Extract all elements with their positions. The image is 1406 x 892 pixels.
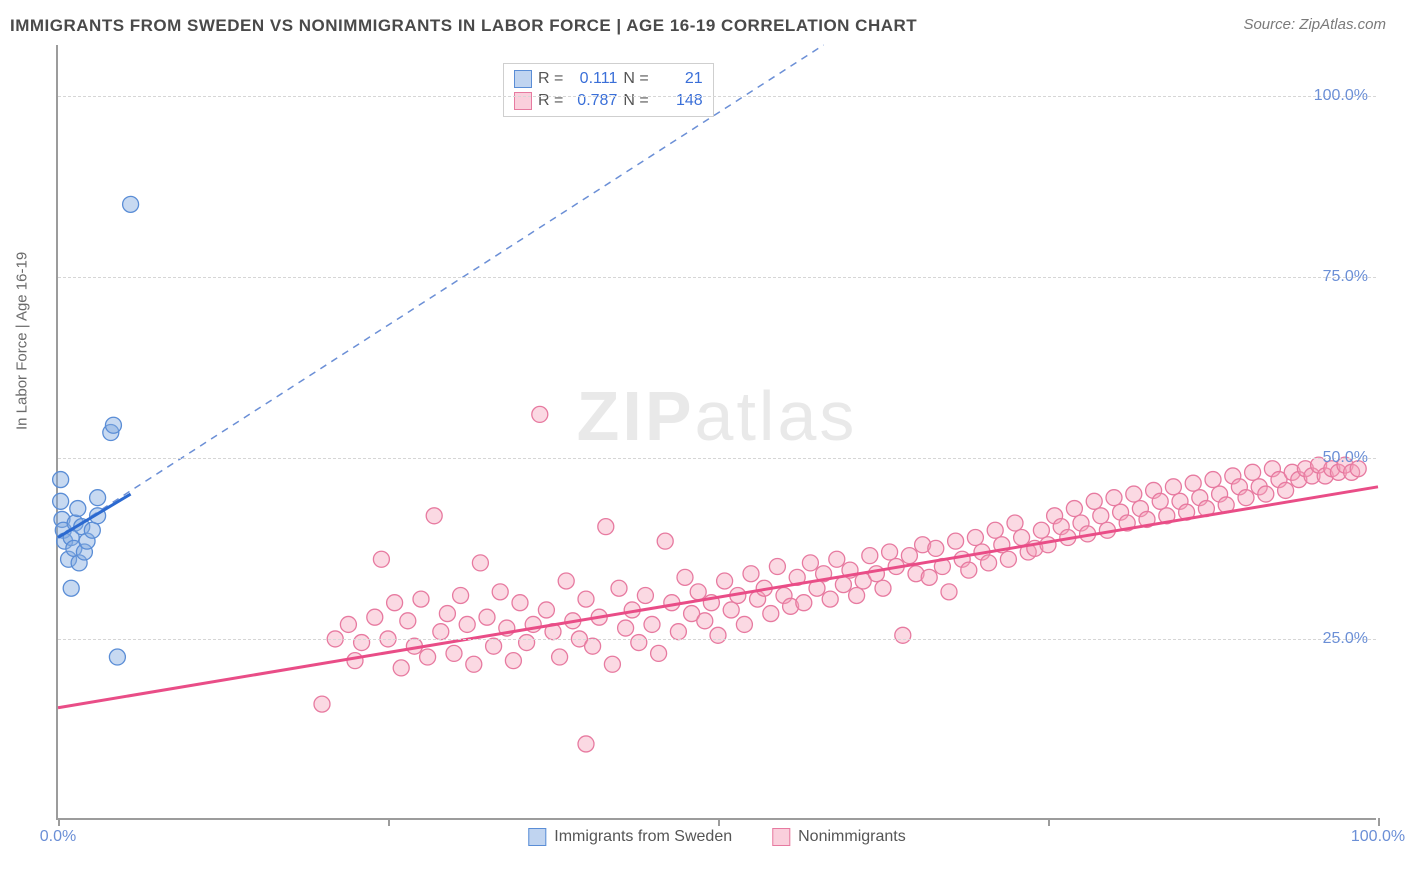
legend-item-nonimmigrants: Nonimmigrants: [772, 828, 906, 846]
chart-canvas: [58, 45, 1376, 818]
legend-row-sweden: R = 0.111 N = 21: [514, 68, 703, 90]
swatch-pink: [514, 92, 532, 110]
x-tick-label: 100.0%: [1351, 828, 1405, 846]
correlation-legend: R = 0.111 N = 21 R = 0.787 N = 148: [503, 63, 714, 117]
y-tick-label: 100.0%: [1314, 87, 1368, 105]
swatch-blue: [514, 70, 532, 88]
chart-frame: IMMIGRANTS FROM SWEDEN VS NONIMMIGRANTS …: [0, 0, 1406, 892]
series-legend: Immigrants from Sweden Nonimmigrants: [528, 828, 905, 846]
y-tick-label: 25.0%: [1323, 630, 1368, 648]
y-axis-label: In Labor Force | Age 16-19: [14, 252, 31, 430]
swatch-blue-icon: [528, 828, 546, 846]
swatch-pink-icon: [772, 828, 790, 846]
chart-title: IMMIGRANTS FROM SWEDEN VS NONIMMIGRANTS …: [10, 16, 917, 36]
x-tick-label: 0.0%: [40, 828, 76, 846]
legend-row-nonimmigrants: R = 0.787 N = 148: [514, 90, 703, 112]
legend-item-sweden: Immigrants from Sweden: [528, 828, 732, 846]
y-tick-label: 75.0%: [1323, 268, 1368, 286]
plot-area: ZIPatlas R = 0.111 N = 21 R = 0.787 N = …: [56, 45, 1376, 820]
y-tick-label: 50.0%: [1323, 449, 1368, 467]
source-label: Source: ZipAtlas.com: [1243, 16, 1386, 33]
